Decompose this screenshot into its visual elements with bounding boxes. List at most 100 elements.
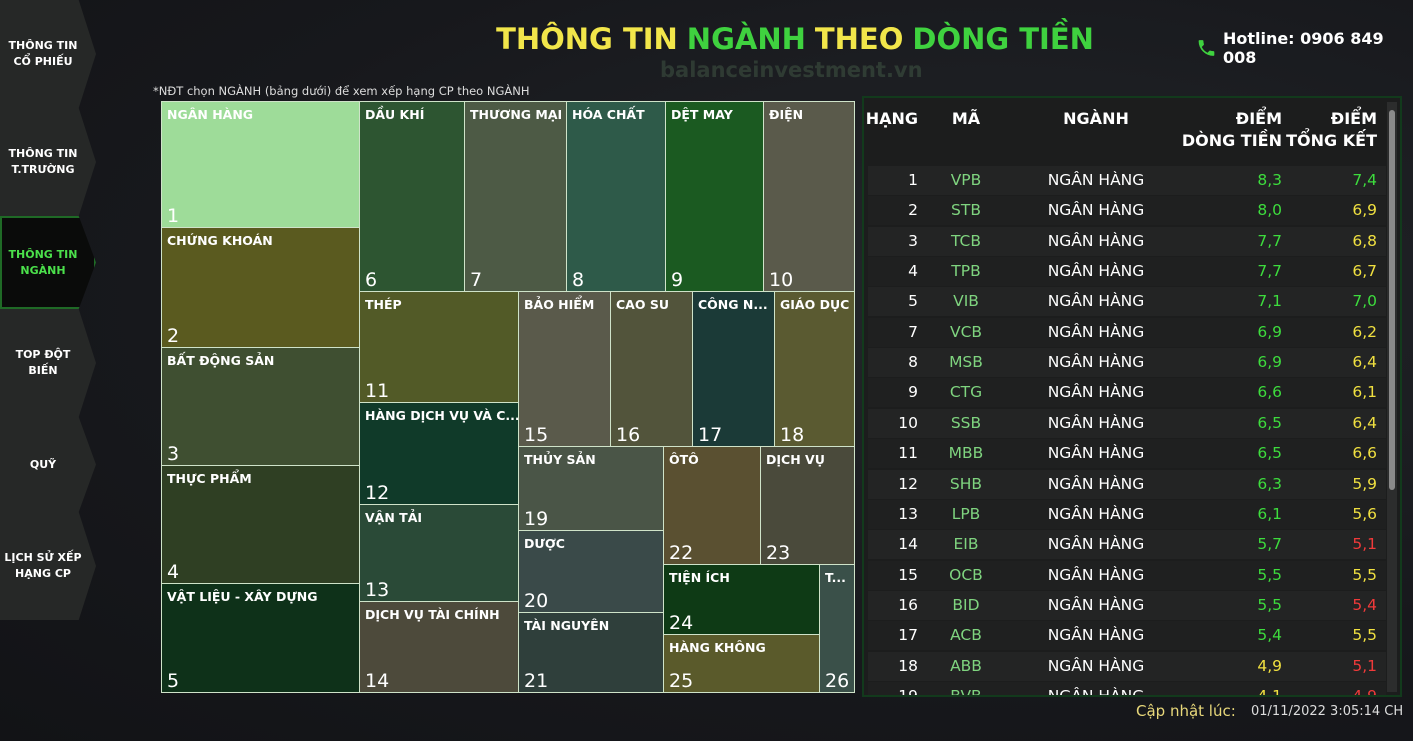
sector-name: TIỆN ÍCH — [669, 570, 730, 585]
sector-name: DƯỢC — [524, 536, 565, 551]
hotline: Hotline: 0906 849 008 — [1196, 29, 1413, 67]
table-row[interactable] — [868, 166, 1386, 195]
table-row[interactable] — [868, 196, 1386, 226]
sector-rank: 10 — [769, 269, 794, 291]
table-cell: 3 — [908, 231, 918, 250]
table-row[interactable] — [868, 621, 1386, 651]
sector-tile[interactable]: THỰC PHẨM 4 — [161, 465, 360, 584]
nav-button[interactable]: THÔNG TIN CỔ PHIẾU — [0, 0, 96, 108]
sector-tile[interactable]: DƯỢC 20 — [518, 530, 664, 613]
sector-tile[interactable]: NGÂN HÀNG 1 — [161, 101, 360, 228]
sector-name: GIÁO DỤC — [780, 297, 850, 312]
table-row[interactable] — [868, 530, 1386, 560]
title-part: THEO — [814, 22, 904, 56]
table-cell: MSB — [949, 353, 983, 372]
page-title: THÔNG TIN NGÀNH THEO DÒNG TIỀN — [496, 22, 1094, 56]
sector-tile[interactable]: TÀI NGUYÊN 21 — [518, 612, 664, 693]
table-cell: 2 — [908, 201, 918, 220]
sector-tile[interactable]: THÉP 11 — [359, 291, 519, 403]
nav-label: THÔNG TIN — [8, 39, 78, 52]
table-row[interactable] — [868, 317, 1386, 347]
table-row[interactable] — [868, 651, 1386, 681]
table-row[interactable] — [868, 469, 1386, 499]
sector-tile[interactable]: DỆT MAY 9 — [665, 101, 764, 292]
table-row[interactable] — [868, 590, 1386, 620]
table-cell: 11 — [898, 444, 918, 463]
table-row[interactable] — [868, 378, 1386, 408]
table-cell: OCB — [949, 565, 983, 584]
table-row[interactable] — [868, 226, 1386, 256]
sector-name: DẦU KHÍ — [365, 107, 425, 122]
sector-tile[interactable]: ĐIỆN 10 — [763, 101, 855, 292]
table-cell: 6,9 — [1257, 322, 1282, 341]
sector-tile[interactable]: BẢO HIỂM 15 — [518, 291, 611, 447]
header-line: ĐIỂM — [1235, 109, 1282, 128]
sector-tile[interactable]: DẦU KHÍ 6 — [359, 101, 465, 292]
table-cell: VCB — [949, 322, 983, 341]
sector-tile[interactable]: TIỆN ÍCH 24 — [663, 564, 820, 635]
table-cell: 8,3 — [1257, 171, 1282, 189]
table-cell: 5,4 — [1257, 626, 1282, 645]
sector-tile[interactable]: ÔTÔ 22 — [663, 446, 761, 565]
sector-rank: 22 — [669, 542, 694, 564]
nav-button[interactable]: TOP ĐỘT BIẾN — [0, 309, 96, 417]
nav-button[interactable]: THÔNG TIN T.TRƯỜNG — [0, 108, 96, 216]
sector-rank: 20 — [524, 590, 549, 612]
nav-label: BIẾN — [28, 364, 58, 377]
nav-button[interactable]: THÔNG TIN NGÀNH — [0, 216, 96, 309]
sector-name: CHỨNG KHOÁN — [167, 233, 273, 248]
sector-tile[interactable]: VẬN TẢI 13 — [359, 504, 519, 602]
table-cell: 8,0 — [1257, 201, 1282, 220]
sector-rank: 25 — [669, 670, 694, 692]
nav-button[interactable]: QUỸ — [0, 417, 96, 512]
sector-tile[interactable]: THƯƠNG MẠI 7 — [464, 101, 567, 292]
sector-tile[interactable]: BẤT ĐỘNG SẢN 3 — [161, 347, 360, 466]
header-line: NGÀNH — [1063, 109, 1129, 128]
sector-tile[interactable]: GIÁO DỤC 18 — [774, 291, 855, 447]
table-row[interactable] — [868, 257, 1386, 287]
sector-rank: 1 — [167, 205, 180, 227]
table-row[interactable] — [868, 439, 1386, 469]
table-row[interactable] — [868, 287, 1386, 317]
sector-tile[interactable]: DỊCH VỤ 23 — [760, 446, 855, 565]
sector-name: CÔNG N... — [698, 297, 768, 312]
nav-label: LỊCH SỬ XẾP — [4, 551, 82, 564]
table-cell: NGÂN HÀNG — [1047, 626, 1145, 645]
table-cell: 14 — [898, 535, 918, 554]
sector-tile[interactable]: HÀNG KHÔNG 25 — [663, 634, 820, 693]
sector-name: CAO SU — [616, 297, 669, 312]
table-row[interactable] — [868, 348, 1386, 378]
sector-name: HÓA CHẤT — [572, 107, 645, 122]
table-cell: BID — [952, 595, 980, 614]
table-cell: MBB — [948, 444, 984, 463]
sector-tile[interactable]: CAO SU 16 — [610, 291, 693, 447]
table-row[interactable] — [868, 560, 1386, 590]
table-row[interactable] — [868, 681, 1386, 695]
sector-name: VẬN TẢI — [365, 510, 423, 525]
table-cell: ABB — [950, 656, 982, 675]
table-cell: STB — [951, 201, 981, 220]
sector-tile[interactable]: CÔNG N... 17 — [692, 291, 775, 447]
scrollbar[interactable] — [1387, 102, 1397, 692]
table-cell: 6,4 — [1352, 353, 1377, 372]
table-row[interactable] — [868, 408, 1386, 438]
sector-tile[interactable]: HÀNG DỊCH VỤ VÀ C... 12 — [359, 402, 519, 505]
scrollbar-thumb[interactable] — [1389, 110, 1395, 490]
sector-tile[interactable]: VẬT LIỆU - XÂY DỰNG 5 — [161, 583, 360, 693]
header-line: HẠNG — [865, 109, 918, 128]
column-header: HẠNG — [866, 108, 918, 130]
sector-tile[interactable]: DỊCH VỤ TÀI CHÍNH 14 — [359, 601, 519, 693]
table-cell: 6,8 — [1352, 231, 1377, 250]
column-header: ĐIỂM DÒNG TIỀN — [1182, 108, 1282, 152]
sector-tile[interactable]: HÓA CHẤT 8 — [566, 101, 666, 292]
sector-name: T... — [825, 570, 846, 585]
nav-button[interactable]: LỊCH SỬ XẾP HẠNG CP — [0, 512, 96, 620]
sector-tile[interactable]: T... 26 — [819, 564, 855, 693]
table-cell: NGÂN HÀNG — [1047, 565, 1145, 584]
table-row[interactable] — [868, 499, 1386, 529]
table-cell: 7,7 — [1257, 231, 1282, 250]
sector-tile[interactable]: THỦY SẢN 19 — [518, 446, 664, 531]
sector-rank: 9 — [671, 269, 684, 291]
sector-rank: 7 — [470, 269, 483, 291]
sector-tile[interactable]: CHỨNG KHOÁN 2 — [161, 227, 360, 348]
